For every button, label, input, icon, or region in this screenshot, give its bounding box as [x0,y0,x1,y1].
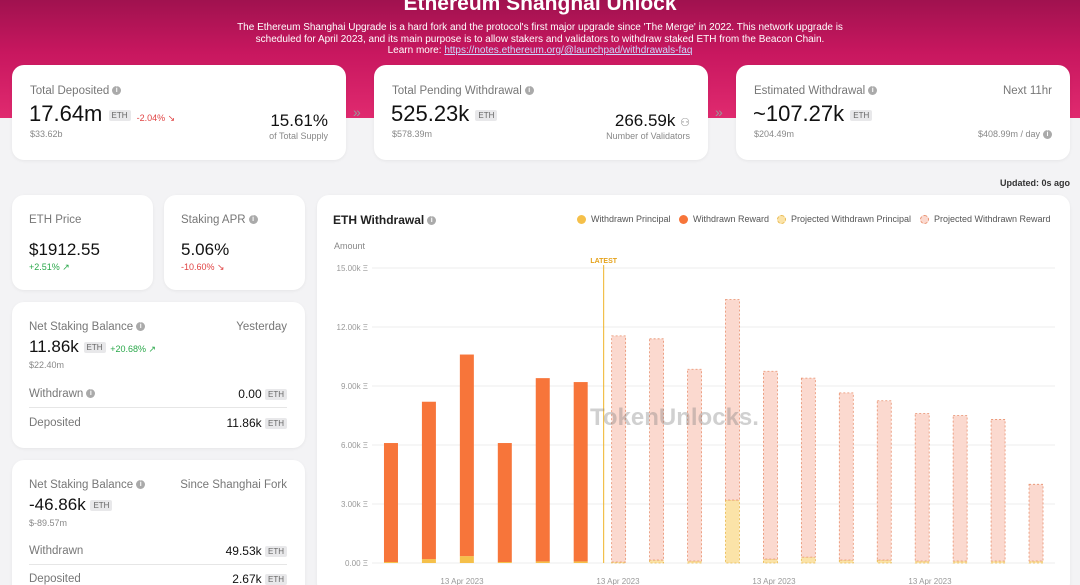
eth-tag: ETH [83,342,106,354]
total-pending-value: 525.23k ETH [391,101,498,127]
withdrawn-label: Withdrawn i [29,388,96,400]
eth-tag: ETH [850,109,873,121]
hero-desc-line-1: The Ethereum Shanghai Upgrade is a hard … [237,22,843,33]
estimated-withdrawal-usd: $204.49m [754,129,795,139]
supply-percent: 15.61% [270,111,328,130]
eth-price-label: ETH Price [29,214,82,226]
estimated-withdrawal-card: Estimated Withdrawal i Next 11hr ~107.27k… [736,65,1070,160]
net-staking-usd: $-89.57m [29,518,68,528]
eth-tag: ETH [475,109,498,121]
withdrawn-label: Withdrawn [29,545,84,557]
hero-desc-line-3: Learn more: https://notes.ethereum.org/@… [190,45,890,57]
net-staking-fork-card: Net Staking Balance i Since Shanghai Fork… [12,460,305,585]
total-deposited-label: Total Deposited i [30,85,122,97]
net-staking-period: Since Shanghai Fork [180,479,287,491]
net-staking-value: -46.86k ETH [29,495,113,515]
eth-price-change: +2.51% ↗ [29,262,70,272]
estimated-withdrawal-label: Estimated Withdrawal i [754,85,878,97]
eth-tag: ETH [90,500,113,512]
info-icon[interactable]: i [1043,130,1052,140]
legend-projected-reward[interactable]: Projected Withdrawn Reward [920,214,1051,225]
total-deposited-card: Total Deposited i 17.64m ETH -2.04% ↘ $33… [12,65,346,160]
net-staking-label: Net Staking Balance i [29,479,146,491]
total-deposited-usd: $33.62b [30,129,63,139]
net-staking-yesterday-card: Net Staking Balance i Yesterday 11.86k ET… [12,302,305,448]
staking-apr-card: Staking APR i 5.06% -10.60% ↘ [164,195,305,290]
net-staking-label: Net Staking Balance i [29,321,146,333]
withdrawals-faq-link[interactable]: https://notes.ethereum.org/@launchpad/wi… [444,45,693,56]
info-icon[interactable]: i [136,480,146,490]
total-pending-label: Total Pending Withdrawal i [392,85,534,97]
hero-desc-line-2: scheduled for April 2023, and its main p… [255,33,825,45]
staking-apr-value: 5.06% [181,240,230,259]
net-staking-period: Yesterday [236,321,287,333]
learn-more-label: Learn more: [387,45,442,56]
legend-projected-principal[interactable]: Projected Withdrawn Principal [777,214,911,225]
hero-description: The Ethereum Shanghai Upgrade is a hard … [190,22,890,57]
deposited-label: Deposited [29,573,81,585]
users-icon: ⚇ [680,117,690,129]
deposited-value: 2.67k ETH [232,572,287,585]
estimated-period: Next 11hr [1002,85,1052,97]
total-pending-card: Total Pending Withdrawal i 525.23k ETH $5… [374,65,708,160]
validators-value: 266.59k ⚇ [614,111,690,130]
divider [29,564,287,565]
chart-title: ETH Withdrawal i [333,213,437,227]
eth-price-card: ETH Price $1912.55 +2.51% ↗ [12,195,153,290]
info-icon[interactable]: i [427,216,437,226]
info-icon[interactable]: i [868,86,878,96]
withdrawn-value: 0.00 ETH [238,387,287,401]
net-staking-value: 11.86k ETH +20.68% ↗ [29,337,157,356]
eth-price-value: $1912.55 [29,240,100,259]
estimated-withdrawal-value: ~107.27k ETH [753,101,873,127]
tokenunlocks-watermark: TokenUnlocks. [590,404,759,431]
info-icon[interactable]: i [86,389,96,399]
chevron-right-icon: » [353,104,361,120]
info-icon[interactable]: i [136,322,146,332]
validators-label: Number of Validators [606,131,690,141]
info-icon[interactable]: i [248,215,258,225]
net-staking-usd: $22.40m [29,360,65,370]
info-icon[interactable]: i [524,86,534,96]
eth-tag: ETH [108,109,131,121]
info-icon[interactable]: i [112,86,122,96]
total-pending-usd: $578.39m [392,129,433,139]
eth-withdrawal-chart-card: ETH Withdrawal i Withdrawn Principal With… [317,195,1070,585]
page-title: Ethereum Shanghai Unlock [403,0,677,15]
net-staking-change: +20.68% ↗ [110,344,157,354]
total-deposited-change: -2.04% ↘ [136,113,176,123]
staking-apr-label: Staking APR i [181,214,258,226]
supply-percent-label: of Total Supply [269,131,328,141]
estimated-per-day: $408.99m / day i [978,129,1052,140]
deposited-label: Deposited [29,417,81,429]
chevron-right-icon: » [715,104,723,120]
legend-withdrawn-reward[interactable]: Withdrawn Reward [679,214,769,225]
updated-status: Updated: 0s ago [999,178,1070,188]
withdrawn-value: 49.53k ETH [226,544,287,558]
legend-withdrawn-principal[interactable]: Withdrawn Principal [577,214,671,225]
deposited-value: 11.86k ETH [227,416,287,430]
staking-apr-change: -10.60% ↘ [181,262,225,272]
divider [29,407,287,408]
total-deposited-value: 17.64m ETH -2.04% ↘ [29,101,176,126]
